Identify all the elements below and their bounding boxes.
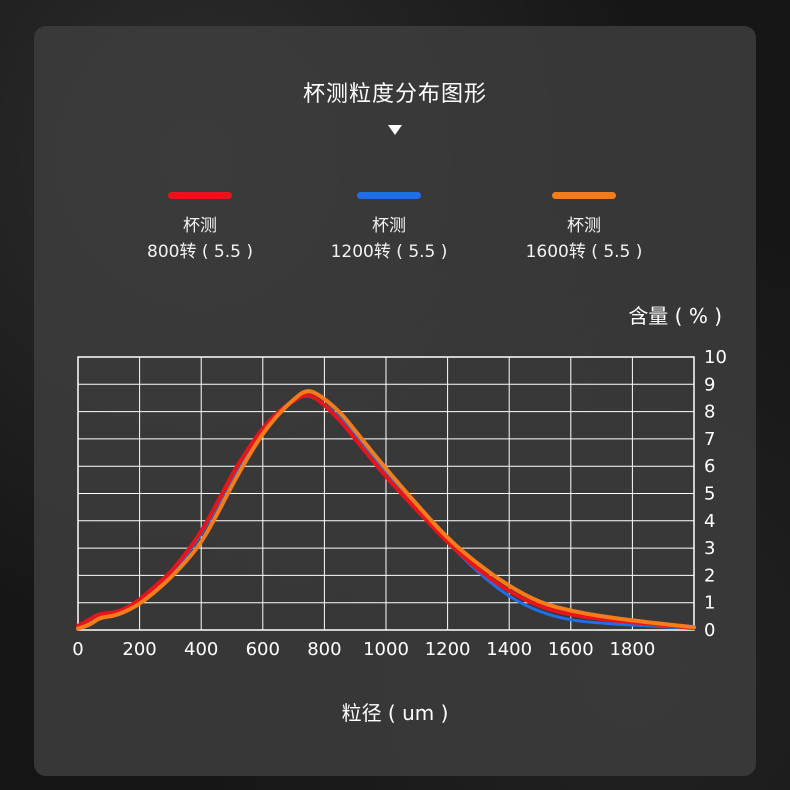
y-tick-label: 2 [704,565,715,586]
y-tick-label: 3 [704,538,715,559]
x-tick-label: 1400 [486,639,532,660]
legend-label: 杯测 [372,216,406,236]
x-tick-label: 600 [246,639,280,660]
legend-item-1600rpm: 杯测 1600转 ( 5.5 ) [484,192,684,265]
y-tick-label: 8 [704,402,715,423]
legend-item-1200rpm: 杯测 1200转 ( 5.5 ) [289,192,489,265]
x-tick-label: 1000 [363,639,409,660]
legend-label: 杯测 [183,216,217,236]
y-tick-label: 6 [704,456,715,477]
y-tick-label: 9 [704,374,715,395]
x-tick-label: 200 [122,639,156,660]
legend-sublabel: 1600转 ( 5.5 ) [525,242,643,262]
chart-title: 杯测粒度分布图形 [302,82,487,107]
legend-swatch-blue [357,192,421,199]
y-axis-label: 含量 ( % ) [628,304,722,328]
legend-swatch-red [168,192,232,199]
y-tick-label: 0 [704,620,715,641]
legend-swatch-orange [552,192,616,199]
caret-down-icon [388,125,402,135]
x-tick-label: 1800 [609,639,655,660]
y-tick-label: 7 [704,429,715,450]
x-tick-label: 1600 [548,639,594,660]
legend-label: 杯测 [567,216,601,236]
y-tick-label: 4 [704,511,715,532]
legend-sublabel: 1200转 ( 5.5 ) [330,242,448,262]
y-tick-label: 10 [704,347,727,368]
legend-item-800rpm: 杯测 800转 ( 5.5 ) [100,192,300,265]
series-line-1600 [76,389,696,631]
legend-sublabel: 800转 ( 5.5 ) [147,242,253,262]
y-tick-label: 1 [704,593,715,614]
y-tick-label: 5 [704,484,715,505]
x-tick-label: 1200 [425,639,471,660]
x-tick-label: 800 [307,639,341,660]
chart-card [34,26,756,776]
x-tick-label: 0 [72,639,83,660]
x-tick-label: 400 [184,639,218,660]
x-axis-label: 粒径 ( um ) [341,701,449,725]
